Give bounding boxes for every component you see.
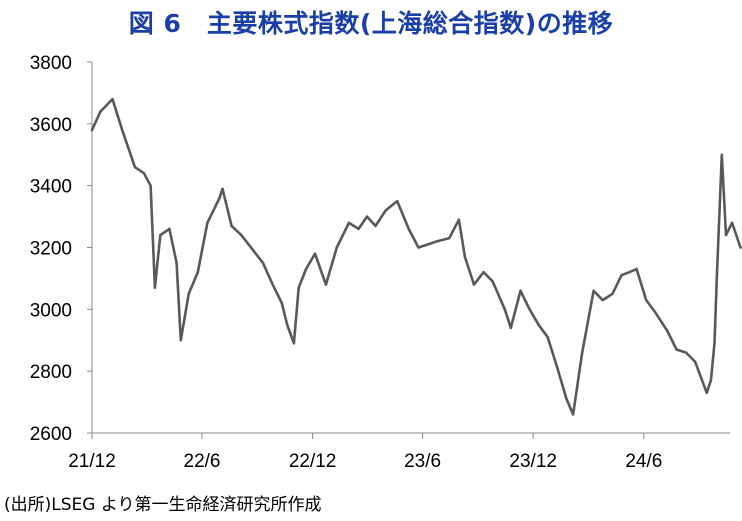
data-point <box>121 128 124 132</box>
data-point <box>724 233 728 237</box>
data-point <box>240 233 243 237</box>
data-point <box>537 323 540 326</box>
series-path <box>90 97 742 416</box>
data-point <box>365 215 369 218</box>
data-point <box>509 326 512 330</box>
data-point <box>286 323 289 326</box>
data-point <box>292 342 296 345</box>
data-point <box>491 280 494 283</box>
data-point <box>581 351 584 354</box>
data-point <box>111 97 114 101</box>
data-point <box>448 237 451 240</box>
data-point <box>149 184 152 187</box>
data-point <box>133 165 137 169</box>
data-point <box>482 271 485 274</box>
y-tick-label: 2600 <box>30 424 72 445</box>
data-point <box>374 224 377 228</box>
data-point <box>142 172 146 175</box>
data-point <box>684 351 688 354</box>
data-point <box>592 289 595 292</box>
data-point <box>705 391 708 394</box>
data-point <box>715 274 719 277</box>
y-tick-label: 3000 <box>30 300 72 321</box>
x-tick-label: 23/12 <box>509 451 557 472</box>
data-point <box>384 209 387 212</box>
data-point <box>271 283 274 286</box>
data-point <box>175 261 178 265</box>
data-point <box>280 301 283 305</box>
y-axis: 2600 2800 3000 3200 3400 3600 3800 <box>30 53 93 445</box>
x-tick-label: 24/6 <box>625 451 662 472</box>
data-point <box>675 348 678 351</box>
data-point <box>179 339 182 342</box>
data-point <box>528 308 531 311</box>
data-point <box>709 379 713 382</box>
data-point <box>252 249 255 252</box>
data-point <box>90 128 94 132</box>
data-point <box>206 221 209 224</box>
data-point <box>159 233 162 237</box>
data-point <box>472 283 476 286</box>
data-point <box>357 227 360 231</box>
data-point <box>435 240 439 243</box>
y-tick-label: 3400 <box>30 177 72 198</box>
data-point <box>426 243 430 246</box>
data-point <box>168 227 171 231</box>
data-point <box>196 271 199 274</box>
data-point <box>546 336 549 339</box>
data-point <box>261 261 265 265</box>
data-point <box>730 221 734 224</box>
data-point <box>565 397 568 401</box>
data-point <box>571 413 575 416</box>
data-point <box>218 196 221 200</box>
source-note: (出所)LSEG より第一生命経済研究所作成 <box>4 495 322 515</box>
data-point <box>417 246 420 249</box>
series-line <box>90 97 742 416</box>
data-point <box>187 292 190 296</box>
data-point <box>601 298 604 302</box>
chart-title: 図 6 主要株式指数(上海総合指数)の推移 <box>128 9 614 38</box>
data-point <box>396 199 399 203</box>
data-point <box>304 267 308 271</box>
data-point <box>347 221 351 224</box>
data-point <box>519 289 522 292</box>
x-tick-label: 22/12 <box>289 451 337 472</box>
data-point <box>313 252 317 255</box>
data-point <box>230 224 233 228</box>
data-point <box>694 360 697 364</box>
data-point <box>720 153 723 156</box>
x-tick-label: 23/6 <box>404 451 441 472</box>
data-point <box>503 308 506 311</box>
x-tick-label: 22/6 <box>184 451 221 472</box>
data-point <box>645 298 648 302</box>
y-tick-label: 3200 <box>30 239 72 260</box>
data-point <box>635 267 638 271</box>
data-point <box>713 342 716 345</box>
data-point <box>297 286 300 289</box>
data-point <box>457 218 461 221</box>
x-tick-label: 21/12 <box>68 451 116 472</box>
data-point <box>654 311 657 314</box>
data-point <box>221 187 224 190</box>
data-point <box>666 329 669 333</box>
y-tick-label: 3600 <box>30 115 72 136</box>
x-axis: 21/12 22/6 22/12 23/6 23/12 24/6 <box>68 432 730 472</box>
data-point <box>324 283 328 286</box>
y-tick-label: 3800 <box>30 53 72 74</box>
data-point <box>739 246 742 249</box>
data-point <box>611 292 614 296</box>
data-point <box>620 274 623 277</box>
data-point <box>407 227 410 231</box>
data-point <box>99 110 102 113</box>
data-point <box>153 286 157 289</box>
y-tick-label: 2800 <box>30 362 72 383</box>
data-point <box>335 246 338 249</box>
data-point <box>556 366 559 370</box>
data-point <box>463 255 467 258</box>
